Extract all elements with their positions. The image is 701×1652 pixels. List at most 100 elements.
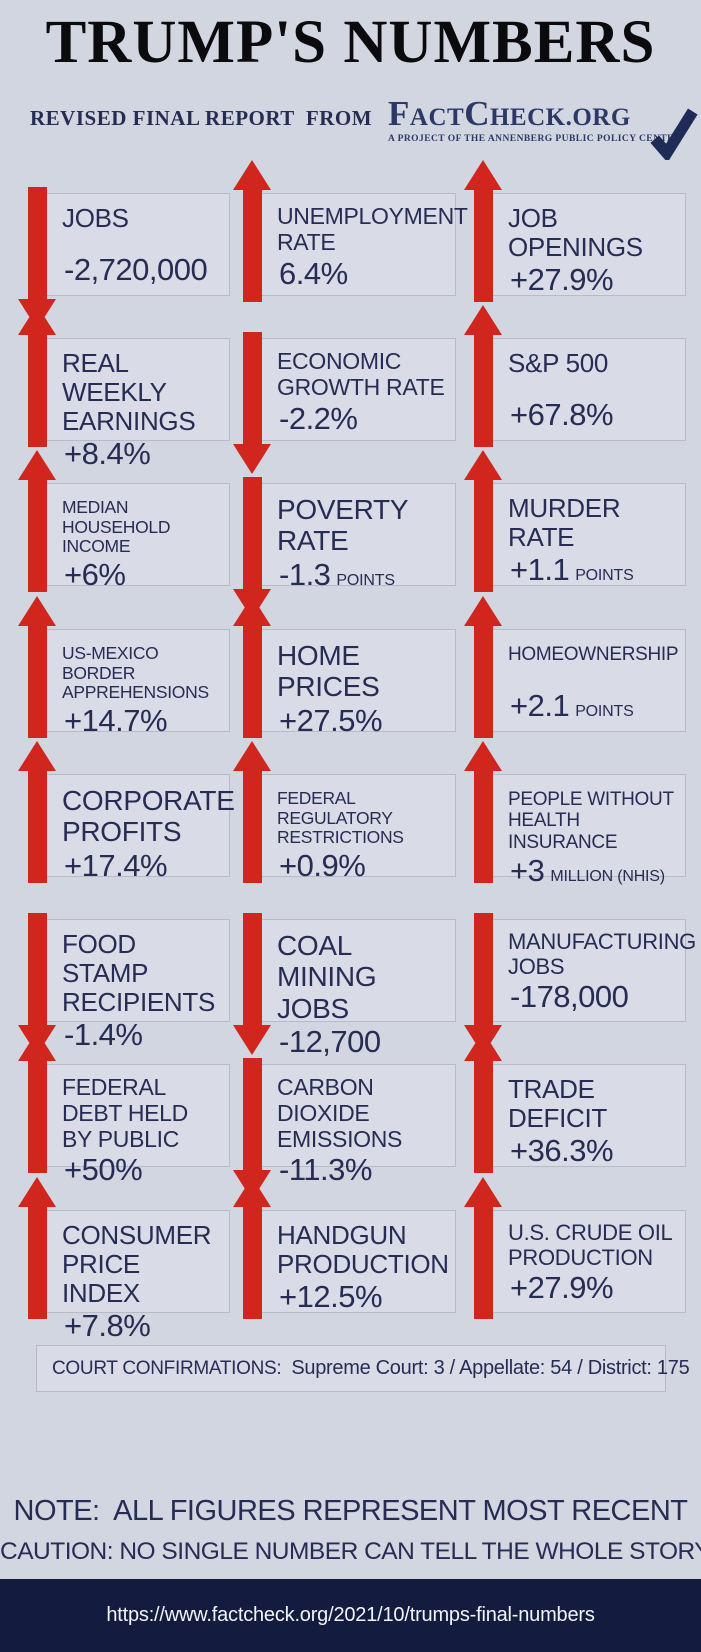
up-arrow-icon: [464, 596, 502, 738]
stat-value-line: 6.4%: [279, 256, 449, 292]
checkmark-icon: [650, 108, 698, 160]
stat-box: CARBON DIOXIDE EMISSIONS -11.3%: [250, 1064, 456, 1187]
up-arrow-icon: [233, 1177, 271, 1319]
stat-value-line: +27.9%: [510, 1270, 679, 1306]
stat-value: -12,700: [279, 1024, 381, 1060]
stat-value: 6.4%: [279, 255, 348, 291]
stat-label: MEDIAN HOUSEHOLD INCOME: [62, 497, 171, 557]
stat-box: POVERTY RATE -1.3 POINTS: [250, 483, 456, 592]
stat-label: HANDGUN PRODUCTION: [277, 1220, 449, 1280]
stat-value-line: +67.8%: [510, 397, 679, 433]
stat-value-line: +1.1 POINTS: [510, 552, 679, 588]
stat-label: US-MEXICO BORDER APPREHENSIONS: [62, 643, 209, 703]
stat-label: CARBON DIOXIDE EMISSIONS: [277, 1074, 403, 1152]
stat-cell-sp500: S&P 500 +67.8%: [462, 305, 686, 447]
factcheck-logo-tagline: A PROJECT OF THE ANNENBERG PUBLIC POLICY…: [388, 134, 682, 144]
stat-label: REAL WEEKLY EARNINGS: [62, 348, 196, 437]
up-arrow-icon: [464, 1031, 502, 1173]
stat-value-line: -11.3%: [279, 1152, 449, 1188]
stat-cell-home-prices: HOME PRICES +27.5%: [231, 596, 456, 738]
stat-value-line: +27.5%: [279, 703, 449, 739]
stat-unit: POINTS: [336, 571, 395, 589]
stat-value-line: +12.5%: [279, 1279, 449, 1315]
stat-value: +3: [510, 852, 545, 888]
stat-value: -1.3: [279, 556, 331, 592]
up-arrow-icon: [233, 596, 271, 738]
stat-cell-murder-rate: MURDER RATE +1.1 POINTS: [462, 450, 686, 592]
stat-cell-median-household-income: MEDIAN HOUSEHOLD INCOME +6%: [16, 450, 230, 592]
stat-box: HOME PRICES +27.5%: [250, 629, 456, 738]
stat-value: +27.9%: [510, 1270, 614, 1306]
up-arrow-icon: [18, 1177, 56, 1319]
stat-cell-food-stamp-recipients: FOOD STAMP RECIPIENTS -1.4%: [16, 913, 230, 1055]
stat-value-line: +6%: [64, 557, 223, 593]
stat-label: S&P 500: [508, 348, 609, 378]
stat-value: -2,720,000: [64, 252, 208, 287]
source-url: https://www.factcheck.org/2021/10/trumps…: [106, 1604, 595, 1626]
up-arrow-icon: [233, 160, 271, 302]
stat-box: MURDER RATE +1.1 POINTS: [481, 483, 686, 588]
stat-value: +14.7%: [64, 702, 168, 738]
stat-box: PEOPLE WITHOUT HEALTH INSURANCE +3 MILLIO…: [481, 774, 686, 888]
stat-box: FEDERAL REGULATORY RESTRICTIONS +0.9%: [250, 774, 456, 883]
stat-label: PEOPLE WITHOUT HEALTH INSURANCE: [508, 789, 674, 853]
stat-value-line: +36.3%: [510, 1133, 679, 1169]
stat-value-line: +3 MILLION (NHIS): [510, 853, 679, 889]
note-line-1: NOTE: ALL FIGURES REPRESENT MOST RECENT: [13, 1495, 689, 1527]
stat-box: HANDGUN PRODUCTION +12.5%: [250, 1210, 456, 1315]
stat-value-line: -1.4%: [64, 1017, 223, 1053]
stat-box: REAL WEEKLY EARNINGS +8.4%: [35, 338, 230, 471]
stat-value-line: +50%: [64, 1152, 223, 1188]
stat-label: JOB OPENINGS: [508, 203, 643, 263]
stat-cell-poverty-rate: POVERTY RATE -1.3 POINTS: [231, 477, 456, 619]
up-arrow-icon: [464, 160, 502, 302]
stat-box: FOOD STAMP RECIPIENTS -1.4%: [35, 919, 230, 1052]
stat-value-line: +14.7%: [64, 703, 223, 739]
stat-label: JOBS: [62, 203, 129, 233]
stat-label: MURDER RATE: [508, 493, 621, 553]
stat-value: +8.4%: [64, 436, 151, 472]
stat-value: -178,000: [510, 979, 629, 1015]
stat-unit: MILLION (NHIS): [550, 867, 665, 885]
stat-value: +0.9%: [279, 847, 366, 883]
stat-cell-crude-oil-production: U.S. CRUDE OIL PRODUCTION +27.9%: [462, 1177, 686, 1319]
stat-label: HOMEOWNERSHIP: [508, 644, 679, 665]
up-arrow-icon: [464, 1177, 502, 1319]
stat-value: +67.8%: [510, 397, 614, 432]
factcheck-logo-name: FACTCHECK.ORG: [388, 94, 631, 133]
stat-value: -11.3%: [279, 1152, 372, 1188]
stat-label: TRADE DEFICIT: [508, 1074, 608, 1134]
stat-label: ECONOMIC GROWTH RATE: [277, 348, 445, 400]
stat-cell-economic-growth-rate: ECONOMIC GROWTH RATE -2.2%: [231, 332, 456, 474]
stat-box: MANUFACTURING JOBS -178,000: [481, 919, 696, 1022]
stat-box: FEDERAL DEBT HELD BY PUBLIC +50%: [35, 1064, 230, 1187]
stat-box: ECONOMIC GROWTH RATE -2.2%: [250, 338, 456, 441]
stat-cell-unemployment-rate: UNEMPLOYMENT RATE 6.4%: [231, 160, 468, 302]
up-arrow-icon: [233, 741, 271, 883]
court-confirmations-label: COURT CONFIRMATIONS:: [52, 1357, 292, 1379]
stat-cell-homeownership: HOMEOWNERSHIP +2.1 POINTS: [462, 596, 686, 738]
down-arrow-icon: [233, 913, 271, 1055]
caution-text: CAUTION: NO SINGLE NUMBER CAN TELL THE W…: [0, 1538, 701, 1565]
report-subtitle: REVISED FINAL REPORT FROM: [30, 106, 373, 130]
stat-cell-people-without-health-insurance: PEOPLE WITHOUT HEALTH INSURANCE +3 MILLIO…: [462, 741, 686, 888]
stat-value: +17.4%: [64, 847, 168, 883]
stat-cell-coal-mining-jobs: COAL MINING JOBS -12,700: [231, 913, 456, 1059]
court-confirmations-box: COURT CONFIRMATIONS: Supreme Court: 3 / …: [36, 1345, 690, 1392]
stat-value-line: +17.4%: [64, 848, 223, 884]
footer-bar: https://www.factcheck.org/2021/10/trumps…: [0, 1579, 701, 1652]
stat-cell-manufacturing-jobs: MANUFACTURING JOBS -178,000: [462, 913, 696, 1055]
stat-cell-consumer-price-index: CONSUMER PRICE INDEX +7.8%: [16, 1177, 230, 1343]
stat-value: +7.8%: [64, 1308, 151, 1344]
stat-value-line: +0.9%: [279, 848, 449, 884]
court-confirmations-detail: Supreme Court: 3 / Appellate: 54 / Distr…: [291, 1357, 690, 1379]
up-arrow-icon: [18, 305, 56, 447]
stat-value-line: -178,000: [510, 979, 679, 1015]
stat-label: FOOD STAMP RECIPIENTS: [62, 929, 216, 1018]
stat-value-line: -2,720,000: [64, 252, 223, 288]
stat-label: HOME PRICES: [277, 640, 380, 703]
stat-value: -2.2%: [279, 400, 358, 436]
stat-value: +36.3%: [510, 1133, 614, 1169]
stat-value-line: +8.4%: [64, 436, 223, 472]
stat-label: U.S. CRUDE OIL PRODUCTION: [508, 1220, 672, 1270]
